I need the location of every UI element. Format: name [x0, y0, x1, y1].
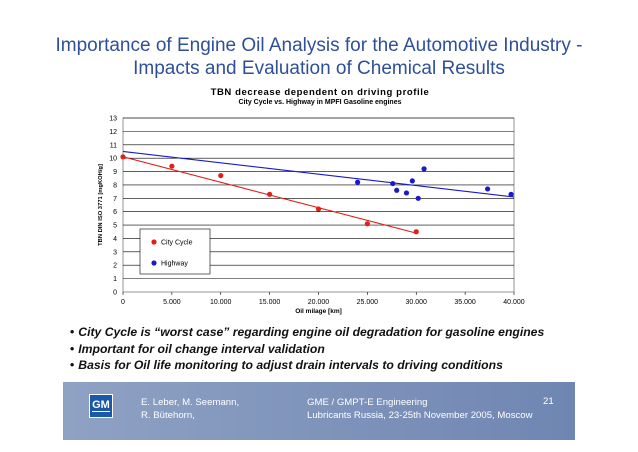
city-cycle-point: [315, 206, 322, 212]
x-tick-label: 35.000: [454, 299, 476, 306]
highway-point: [394, 187, 400, 193]
bullet-item: Basis for Oil life monitoring to adjust …: [70, 357, 630, 374]
bullet-list: City Cycle is “worst case” regarding eng…: [70, 324, 630, 374]
x-tick-label: 30.000: [406, 299, 428, 306]
footer-organization: GME / GMPT-E Engineering Lubricants Russ…: [307, 396, 533, 422]
x-tick-label: 15.000: [259, 299, 281, 306]
chart-title: TBN decrease dependent on driving profil…: [211, 87, 430, 98]
gm-logo-text: GM: [92, 399, 110, 412]
footer-org-line2: Lubricants Russia, 23-25th November 2005…: [307, 410, 533, 421]
y-tick-label: 3: [113, 249, 117, 256]
legend-label-highway: Highway: [161, 261, 188, 268]
city-cycle-point: [364, 221, 370, 227]
x-axis-label: Oil milage [km]: [295, 308, 342, 315]
city-cycle-point: [169, 163, 175, 169]
highway-point: [421, 166, 427, 172]
y-tick-label: 2: [113, 263, 117, 270]
highway-trendline: [122, 150, 515, 198]
slide-title-line2: Impacts and Evaluation of Chemical Resul…: [133, 58, 505, 79]
footer-org-line1: GME / GMPT-E Engineering: [307, 397, 428, 408]
slide-title: Importance of Engine Oil Analysis for th…: [20, 34, 618, 80]
chart-subtitle: City Cycle vs. Highway in MPFI Gasoline …: [239, 99, 402, 106]
gm-logo: GM: [89, 394, 113, 418]
highway-point: [485, 186, 491, 192]
slide-title-line1: Importance of Engine Oil Analysis for th…: [55, 35, 583, 56]
y-tick-label: 8: [113, 182, 117, 189]
highway-point: [390, 180, 396, 187]
y-tick-label: 9: [113, 169, 117, 176]
footer-authors-line1: E. Leber, M. Seemann,: [141, 397, 240, 408]
y-tick-label: 12: [109, 129, 117, 136]
x-tick-label: 20.000: [308, 299, 330, 306]
city-cycle-point: [120, 154, 126, 160]
y-tick-label: 13: [109, 116, 117, 123]
y-tick-label: 4: [113, 236, 117, 243]
city-cycle-point: [413, 229, 419, 235]
y-tick-label: 0: [113, 290, 117, 297]
footer-authors-line2: R. Bütehorn,: [141, 410, 195, 421]
footer-authors: E. Leber, M. Seemann, R. Bütehorn,: [141, 396, 239, 422]
x-tick-label: 5.000: [163, 299, 181, 306]
highway-point: [415, 195, 421, 201]
highway-point: [409, 178, 415, 184]
y-tick-label: 7: [113, 196, 117, 203]
legend-box: [139, 228, 211, 275]
highway-point: [403, 190, 410, 196]
x-tick-label: 0: [121, 299, 125, 306]
legend-marker-city-cycle: [151, 239, 157, 245]
x-tick-label: 25.000: [357, 299, 379, 306]
city-cycle-point: [218, 172, 224, 179]
y-tick-label: 11: [110, 142, 117, 149]
legend-marker-highway: [151, 260, 157, 266]
x-tick-label: 10.000: [210, 299, 232, 306]
footer-bar: GM E. Leber, M. Seemann, R. Bütehorn, GM…: [63, 382, 575, 440]
highway-point: [355, 179, 361, 185]
y-tick-label: 10: [109, 156, 117, 163]
y-tick-label: 5: [113, 223, 117, 230]
highway-point: [508, 191, 514, 197]
bullet-item: Important for oil change interval valida…: [70, 341, 630, 358]
page-number: 21: [543, 396, 554, 407]
x-tick-label: 40.000: [503, 299, 525, 306]
city-cycle-point: [267, 191, 273, 197]
y-axis-label: TBN DIN ISO 3771 [mgKOH/g]: [98, 164, 104, 246]
y-tick-label: 6: [113, 209, 117, 216]
legend-label-city-cycle: City Cycle: [161, 240, 193, 247]
bullet-item: City Cycle is “worst case” regarding eng…: [70, 324, 630, 341]
y-tick-label: 1: [113, 276, 117, 283]
